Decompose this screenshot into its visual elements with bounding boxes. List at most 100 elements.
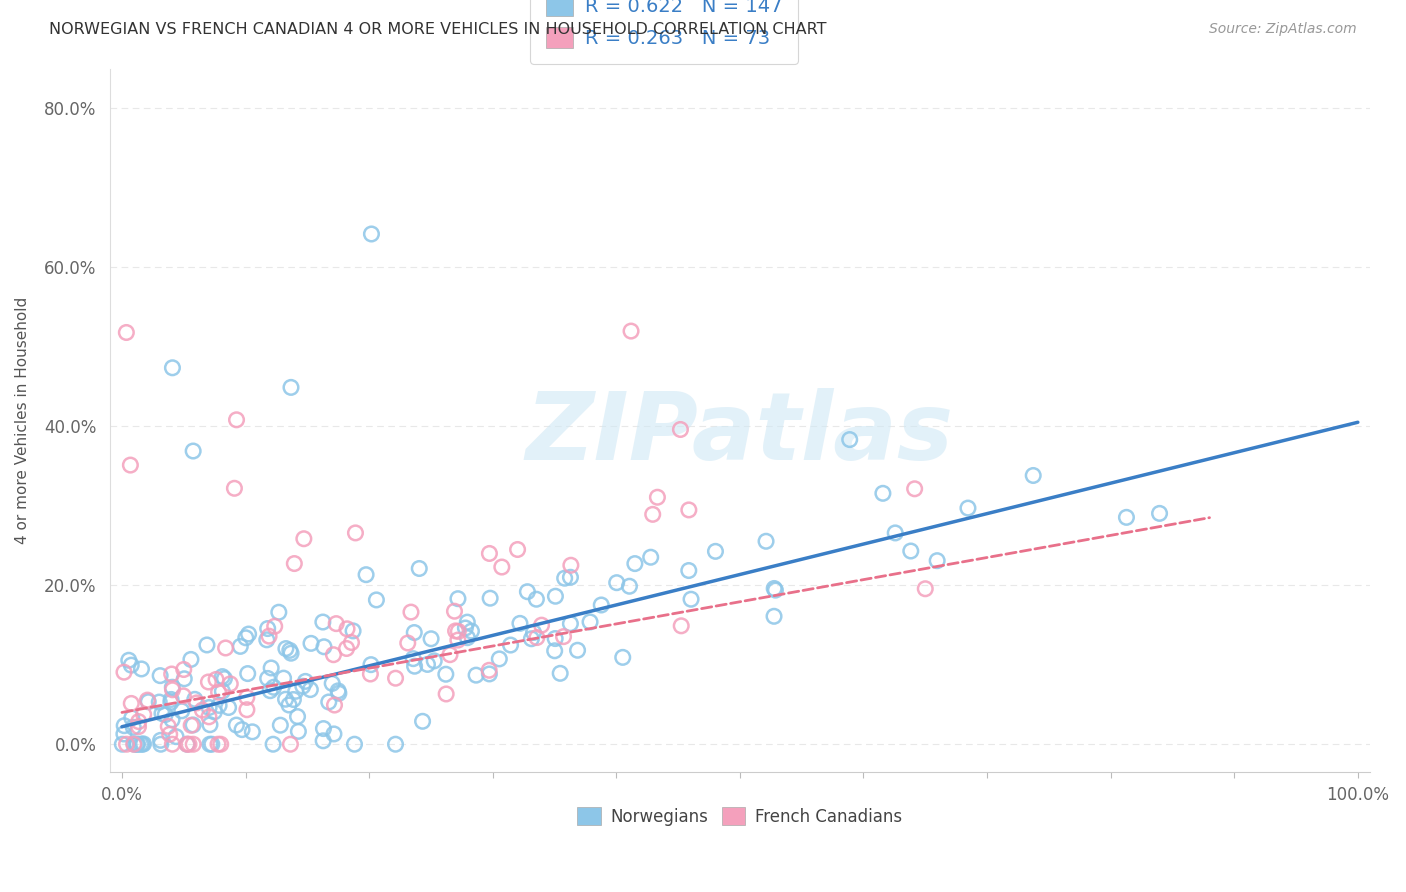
Point bbox=[209, 737, 232, 751]
Point bbox=[257, 629, 280, 643]
Point bbox=[284, 684, 307, 698]
Point bbox=[205, 673, 228, 687]
Point bbox=[408, 561, 430, 575]
Point bbox=[612, 650, 634, 665]
Point bbox=[499, 638, 522, 652]
Point bbox=[120, 658, 142, 673]
Point bbox=[544, 644, 567, 658]
Point bbox=[280, 737, 302, 751]
Point bbox=[530, 618, 553, 632]
Point bbox=[412, 714, 434, 729]
Point bbox=[263, 619, 285, 633]
Point bbox=[669, 422, 692, 436]
Point bbox=[318, 695, 340, 709]
Point bbox=[704, 544, 727, 558]
Point bbox=[1022, 468, 1045, 483]
Point bbox=[181, 737, 204, 751]
Point bbox=[402, 651, 425, 665]
Point bbox=[312, 722, 335, 736]
Point bbox=[360, 657, 382, 672]
Point bbox=[197, 675, 219, 690]
Point bbox=[544, 632, 567, 646]
Point bbox=[323, 727, 346, 741]
Point bbox=[198, 717, 221, 731]
Point bbox=[366, 593, 388, 607]
Point bbox=[198, 700, 221, 714]
Point bbox=[606, 575, 628, 590]
Point bbox=[219, 677, 242, 691]
Point bbox=[763, 609, 786, 624]
Point bbox=[900, 544, 922, 558]
Point bbox=[262, 737, 284, 751]
Point bbox=[127, 737, 149, 751]
Point bbox=[434, 687, 457, 701]
Point bbox=[195, 638, 218, 652]
Point bbox=[927, 554, 949, 568]
Point bbox=[488, 652, 510, 666]
Point bbox=[128, 714, 150, 729]
Point bbox=[122, 737, 145, 751]
Point bbox=[287, 709, 309, 723]
Point bbox=[443, 604, 465, 618]
Point bbox=[274, 692, 297, 706]
Point bbox=[681, 592, 703, 607]
Point bbox=[479, 591, 502, 606]
Point bbox=[236, 703, 259, 717]
Point bbox=[149, 733, 172, 747]
Point bbox=[620, 324, 643, 338]
Point bbox=[325, 616, 347, 631]
Point bbox=[160, 713, 183, 727]
Text: NORWEGIAN VS FRENCH CANADIAN 4 OR MORE VEHICLES IN HOUSEHOLD CORRELATION CHART: NORWEGIAN VS FRENCH CANADIAN 4 OR MORE V… bbox=[49, 22, 827, 37]
Legend: Norwegians, French Canadians: Norwegians, French Canadians bbox=[569, 798, 911, 834]
Point bbox=[1149, 507, 1171, 521]
Point bbox=[884, 525, 907, 540]
Point bbox=[149, 668, 172, 682]
Point bbox=[619, 579, 641, 593]
Point bbox=[456, 615, 478, 629]
Point bbox=[420, 632, 443, 646]
Text: ZIPatlas: ZIPatlas bbox=[526, 388, 953, 481]
Point bbox=[444, 624, 467, 638]
Point bbox=[273, 671, 295, 685]
Point bbox=[283, 557, 305, 571]
Point bbox=[112, 719, 135, 733]
Point bbox=[136, 693, 159, 707]
Point bbox=[172, 689, 194, 703]
Point bbox=[299, 682, 322, 697]
Point bbox=[763, 582, 786, 596]
Point bbox=[124, 737, 146, 751]
Point bbox=[229, 640, 252, 654]
Point bbox=[641, 508, 664, 522]
Point bbox=[404, 659, 426, 673]
Point bbox=[128, 720, 150, 734]
Point bbox=[160, 692, 183, 706]
Point bbox=[150, 706, 173, 721]
Point bbox=[340, 635, 363, 649]
Point bbox=[516, 584, 538, 599]
Point bbox=[184, 692, 207, 706]
Point bbox=[342, 624, 364, 638]
Point bbox=[312, 615, 335, 629]
Point bbox=[148, 695, 170, 709]
Point bbox=[131, 662, 153, 676]
Point bbox=[181, 444, 204, 458]
Point bbox=[478, 663, 501, 677]
Point bbox=[544, 589, 567, 603]
Point bbox=[112, 665, 135, 680]
Point bbox=[640, 550, 662, 565]
Point bbox=[491, 560, 513, 574]
Point bbox=[211, 670, 233, 684]
Point bbox=[118, 653, 141, 667]
Point bbox=[122, 720, 145, 734]
Point bbox=[132, 707, 155, 722]
Point bbox=[120, 697, 142, 711]
Point bbox=[260, 661, 283, 675]
Point bbox=[198, 710, 221, 724]
Point bbox=[434, 667, 457, 681]
Point bbox=[671, 619, 693, 633]
Point bbox=[256, 632, 278, 647]
Point bbox=[160, 695, 183, 709]
Point bbox=[914, 582, 936, 596]
Point bbox=[354, 567, 377, 582]
Point bbox=[149, 737, 172, 751]
